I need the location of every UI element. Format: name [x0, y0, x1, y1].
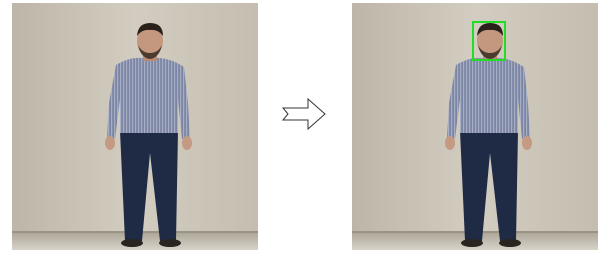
person-image [352, 3, 598, 250]
page [0, 0, 605, 255]
person-image [12, 3, 258, 250]
figure [0, 0, 605, 255]
output-photo [352, 3, 598, 250]
arrow [283, 99, 325, 129]
input-photo [12, 3, 258, 250]
